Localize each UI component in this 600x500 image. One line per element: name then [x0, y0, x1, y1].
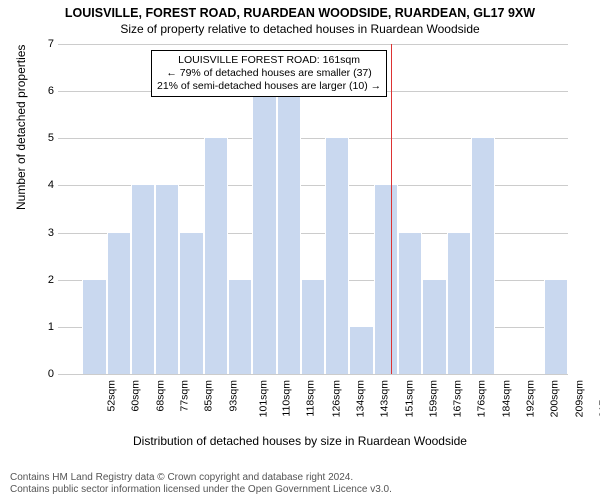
y-tick-label: 3 [40, 227, 54, 239]
title-sub: Size of property relative to detached ho… [0, 20, 600, 36]
x-tick-label: 176sqm [476, 380, 488, 417]
bar [252, 91, 276, 374]
footer-line-2: Contains public sector information licen… [10, 484, 392, 496]
x-tick-label: 151sqm [403, 380, 415, 417]
x-axis-label: Distribution of detached houses by size … [0, 434, 600, 448]
bar [204, 138, 228, 374]
x-tick-label: 167sqm [452, 380, 464, 417]
bar [447, 233, 471, 374]
bar [471, 138, 495, 374]
x-tick-label: 101sqm [257, 380, 269, 417]
bar [179, 233, 203, 374]
title-main: LOUISVILLE, FOREST ROAD, RUARDEAN WOODSI… [0, 0, 600, 20]
annotation-line: LOUISVILLE FOREST ROAD: 161sqm [157, 54, 381, 67]
y-tick-label: 5 [40, 132, 54, 144]
x-tick-label: 184sqm [500, 380, 512, 417]
x-tick-label: 68sqm [154, 380, 166, 412]
x-tick-label: 192sqm [524, 380, 536, 417]
bar [398, 233, 422, 374]
bar [82, 280, 106, 374]
bar [325, 138, 349, 374]
x-tick-label: 143sqm [379, 380, 391, 417]
footer-line-1: Contains HM Land Registry data © Crown c… [10, 472, 392, 484]
y-tick-label: 2 [40, 274, 54, 286]
y-tick-label: 1 [40, 321, 54, 333]
reference-line [391, 44, 392, 374]
x-tick-label: 134sqm [354, 380, 366, 417]
x-tick-label: 209sqm [573, 380, 585, 417]
bar [301, 280, 325, 374]
bar [422, 280, 446, 374]
y-tick-label: 0 [40, 368, 54, 380]
annotation-box: LOUISVILLE FOREST ROAD: 161sqm← 79% of d… [151, 50, 387, 97]
x-tick-label: 60sqm [130, 380, 142, 412]
x-tick-label: 85sqm [203, 380, 215, 412]
bar [349, 327, 373, 374]
x-tick-label: 126sqm [330, 380, 342, 417]
annotation-line: ← 79% of detached houses are smaller (37… [157, 67, 381, 80]
bar [277, 91, 301, 374]
x-tick-label: 52sqm [106, 380, 118, 412]
x-tick-label: 77sqm [179, 380, 191, 412]
bar [374, 185, 398, 374]
x-tick-label: 110sqm [281, 380, 293, 417]
bar [107, 233, 131, 374]
x-tick-label: 93sqm [227, 380, 239, 412]
gridline [58, 44, 568, 45]
chart-container: LOUISVILLE, FOREST ROAD, RUARDEAN WOODSI… [0, 0, 600, 500]
bar [228, 280, 252, 374]
y-tick-label: 6 [40, 85, 54, 97]
y-axis-label: Number of detached properties [14, 45, 28, 210]
bar [155, 185, 179, 374]
gridline [58, 374, 568, 375]
y-tick-label: 7 [40, 38, 54, 50]
bar [131, 185, 155, 374]
x-tick-label: 200sqm [549, 380, 561, 417]
chart-plot-area: 0123456752sqm60sqm68sqm77sqm85sqm93sqm10… [58, 44, 568, 374]
bar [544, 280, 568, 374]
y-tick-label: 4 [40, 179, 54, 191]
annotation-line: 21% of semi-detached houses are larger (… [157, 80, 381, 93]
footer-attribution: Contains HM Land Registry data © Crown c… [10, 472, 392, 496]
x-tick-label: 118sqm [305, 380, 317, 417]
x-tick-label: 159sqm [427, 380, 439, 417]
